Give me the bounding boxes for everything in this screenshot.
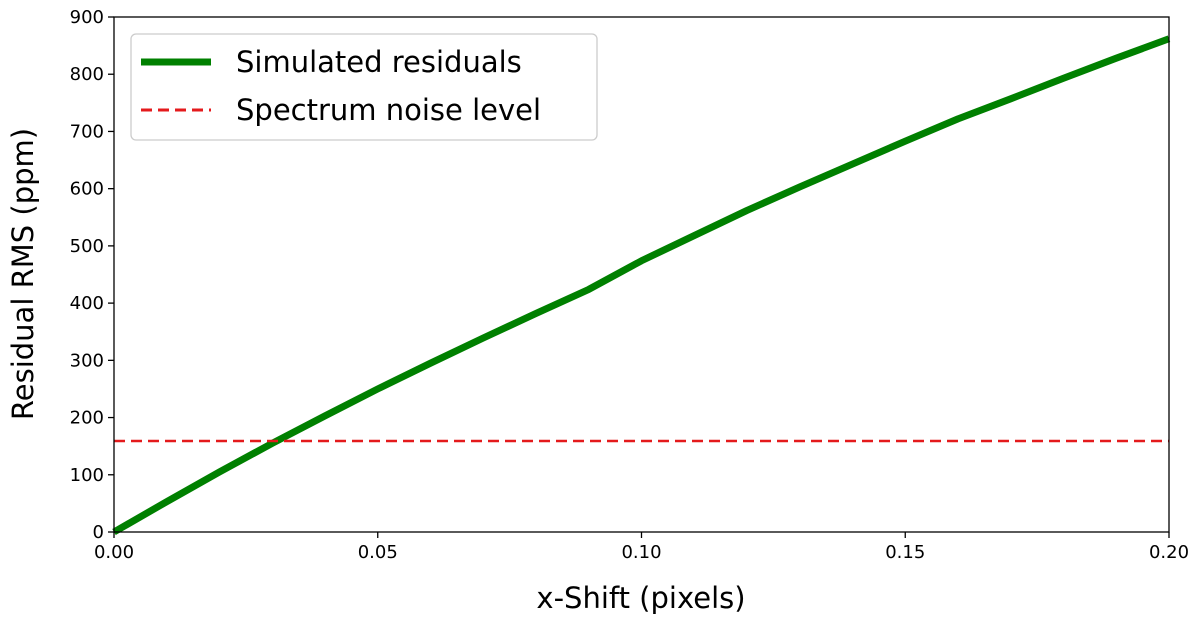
x-tick-label: 0.00	[94, 542, 134, 563]
x-tick-label: 0.20	[1149, 542, 1189, 563]
y-tick-label: 700	[70, 121, 104, 142]
x-axis-label: x-Shift (pixels)	[536, 581, 745, 615]
x-tick-label: 0.05	[358, 542, 398, 563]
legend-frame	[130, 33, 598, 141]
x-tick-label: 0.15	[885, 542, 925, 563]
y-tick-label: 900	[70, 7, 104, 28]
legend: Simulated residuals Spectrum noise level	[130, 33, 598, 141]
series-simulated-residuals-line	[112, 35, 1171, 536]
y-tick-label: 200	[70, 408, 104, 429]
legend-label-simulated-residuals: Simulated residuals	[236, 45, 522, 79]
y-tick-label: 800	[70, 64, 104, 85]
y-axis-label: Residual RMS (ppm)	[6, 128, 40, 420]
y-tick-label: 100	[70, 465, 104, 486]
y-tick-label: 500	[70, 236, 104, 257]
x-tick-label: 0.10	[621, 542, 661, 563]
series-layer	[112, 35, 1171, 536]
y-tick-label: 400	[70, 293, 104, 314]
y-axis-ticks: 0 100 200 300 400 500 600 700 800 900	[70, 7, 114, 543]
y-tick-label: 300	[70, 350, 104, 371]
y-tick-label: 600	[70, 179, 104, 200]
y-tick-label: 0	[93, 522, 104, 543]
legend-label-spectrum-noise-level: Spectrum noise level	[236, 93, 541, 127]
x-axis-ticks: 0.00 0.05 0.10 0.15 0.20	[94, 532, 1189, 563]
